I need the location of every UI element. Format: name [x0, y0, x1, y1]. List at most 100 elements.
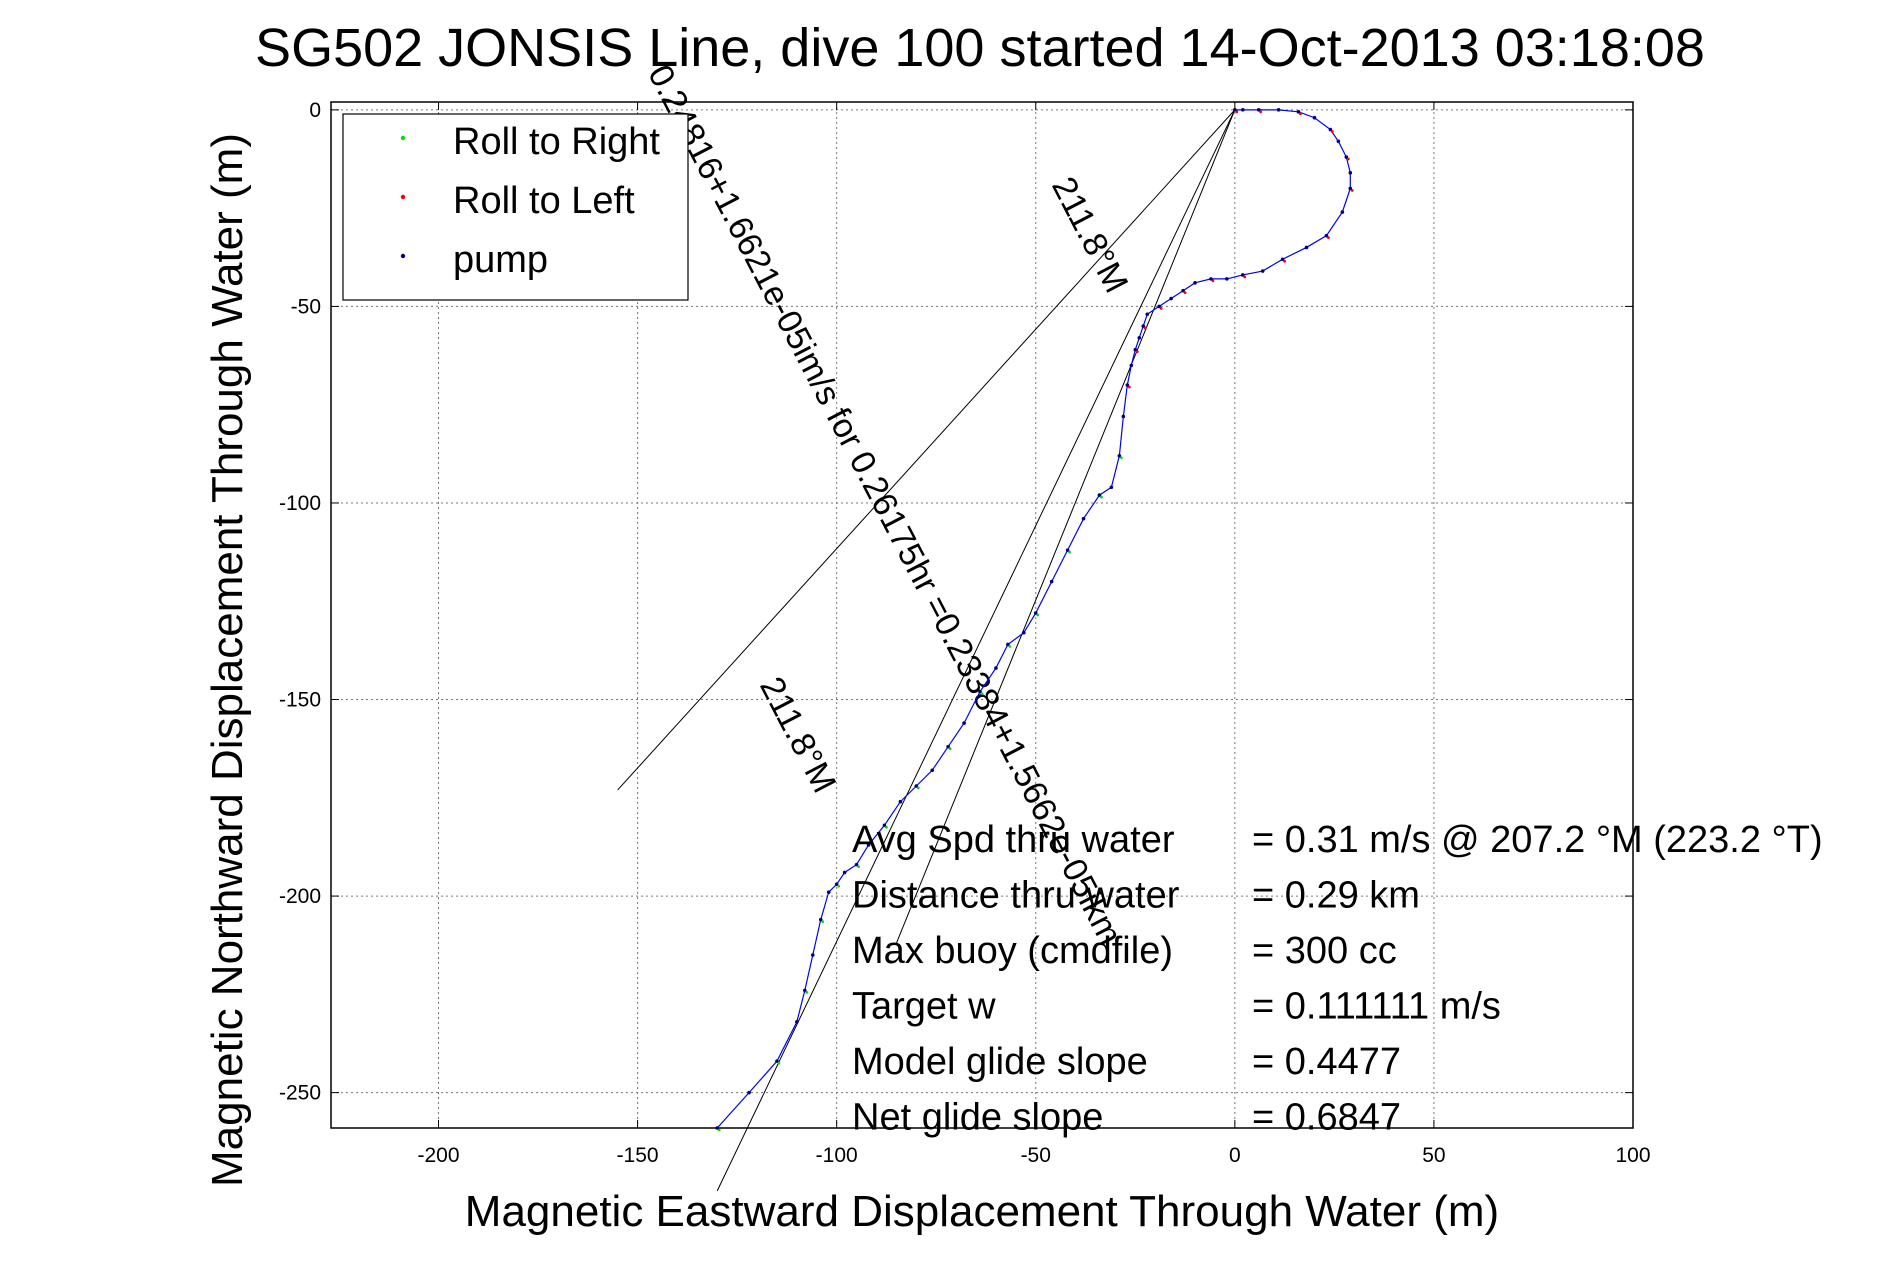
track-point — [1240, 108, 1245, 112]
y-axis-label: Magnetic Northward Displacement Through … — [203, 133, 252, 1187]
track-point — [1006, 642, 1010, 647]
heading-line-2 — [895, 109, 1236, 944]
roll-point — [1008, 645, 1012, 648]
x-tick-label: 0 — [1229, 1144, 1241, 1167]
track-point — [1169, 296, 1173, 301]
track-point — [1193, 281, 1197, 285]
roll-point — [1211, 279, 1215, 283]
heading-line-0 — [716, 109, 1236, 1192]
track-point — [1133, 347, 1138, 352]
stat-value-3: = 0.111111 m/s — [1252, 986, 1501, 1028]
legend-box — [342, 113, 689, 301]
track-point — [854, 862, 859, 867]
track-point — [818, 917, 823, 922]
x-tick-label: -100 — [816, 1144, 858, 1167]
track-point — [1328, 127, 1333, 132]
roll-point — [1135, 350, 1139, 354]
track-point — [1304, 245, 1309, 250]
track-point — [1336, 139, 1341, 144]
stat-label-0: Avg Spd thru water — [852, 819, 1175, 861]
track-point — [882, 823, 887, 828]
x-tick-label: -150 — [617, 1144, 659, 1167]
chart-title: SG502 JONSIS Line, dive 100 started 14-O… — [255, 18, 1705, 78]
roll-point — [1068, 550, 1072, 554]
track-point — [1121, 414, 1126, 419]
roll-point — [1100, 495, 1103, 499]
track-point — [994, 666, 998, 670]
x-tick-label: -50 — [1021, 1144, 1051, 1167]
track-point — [914, 784, 919, 788]
y-tick-label: 0 — [309, 99, 321, 122]
track-point — [1109, 485, 1114, 490]
track-point — [1129, 363, 1134, 368]
roll-point — [1299, 112, 1302, 116]
track-point — [1260, 269, 1265, 273]
roll-point — [885, 825, 888, 829]
track-point — [1209, 277, 1213, 281]
roll-point — [1346, 157, 1350, 161]
roll-point — [717, 1128, 721, 1132]
roll-point — [1119, 456, 1123, 460]
roll-point — [948, 747, 952, 751]
y-tick-label: -150 — [279, 689, 321, 712]
track-point — [747, 1090, 751, 1095]
track-point — [1033, 611, 1038, 615]
track-point — [803, 988, 807, 993]
x-tick-label: 50 — [1422, 1144, 1445, 1167]
track-point — [978, 689, 982, 694]
track-point — [1081, 516, 1086, 521]
track-point — [826, 890, 831, 894]
x-tick-label: 100 — [1615, 1144, 1650, 1167]
roll-point — [821, 920, 825, 924]
roll-point — [1330, 130, 1334, 133]
roll-point — [777, 1061, 781, 1065]
track-point — [1225, 277, 1229, 281]
track-point — [1137, 336, 1142, 340]
stat-value-2: = 300 cc — [1252, 930, 1397, 972]
grid — [331, 102, 1634, 1128]
heading-line-1 — [617, 109, 1236, 791]
track-point — [1141, 324, 1146, 328]
track-point — [1181, 288, 1185, 293]
track-point — [1348, 170, 1353, 175]
stat-label-5: Net glide slope — [852, 1097, 1103, 1139]
y-tick-label: -100 — [279, 492, 321, 515]
track-point — [1344, 155, 1349, 159]
track-point — [1117, 453, 1122, 458]
track-point — [1348, 186, 1353, 191]
track-point — [1022, 630, 1026, 635]
track-point — [842, 870, 847, 875]
roll-point — [1036, 613, 1040, 617]
roll-point — [1259, 110, 1263, 114]
stat-value-1: = 0.29 km — [1252, 875, 1420, 917]
legend-marker-1 — [400, 194, 406, 200]
stat-label-2: Max buoy (cmdfile) — [852, 930, 1173, 972]
roll-point — [857, 865, 860, 869]
track-point — [1240, 273, 1245, 277]
legend: Roll to Right Roll to Left pump — [342, 113, 689, 301]
roll-point — [1143, 326, 1147, 330]
roll-point — [1283, 259, 1287, 263]
track-point — [1097, 493, 1102, 497]
track-point — [1049, 579, 1054, 584]
roll-point — [1159, 307, 1163, 310]
roll-point — [1350, 189, 1354, 192]
track-point — [946, 744, 950, 749]
stat-label-3: Target w — [852, 986, 996, 1028]
y-tick-label: -200 — [279, 885, 321, 908]
track-point — [775, 1059, 779, 1063]
track-point — [1276, 108, 1281, 112]
track-point — [1256, 108, 1261, 112]
roll-point — [1235, 110, 1239, 114]
roll-point — [1127, 385, 1131, 389]
stat-label-4: Model glide slope — [852, 1041, 1148, 1083]
x-axis-label: Magnetic Eastward Displacement Through W… — [465, 1187, 1499, 1236]
plot-area — [330, 101, 1634, 1129]
roll-point — [805, 991, 809, 994]
track-point — [1065, 548, 1070, 552]
track-points — [715, 108, 1354, 1132]
x-axis-ticks: -200 -150 -100 -50 0 50 100 — [417, 102, 1651, 1167]
legend-label-1: Roll to Left — [453, 180, 635, 222]
legend-label-2: pump — [453, 239, 548, 281]
